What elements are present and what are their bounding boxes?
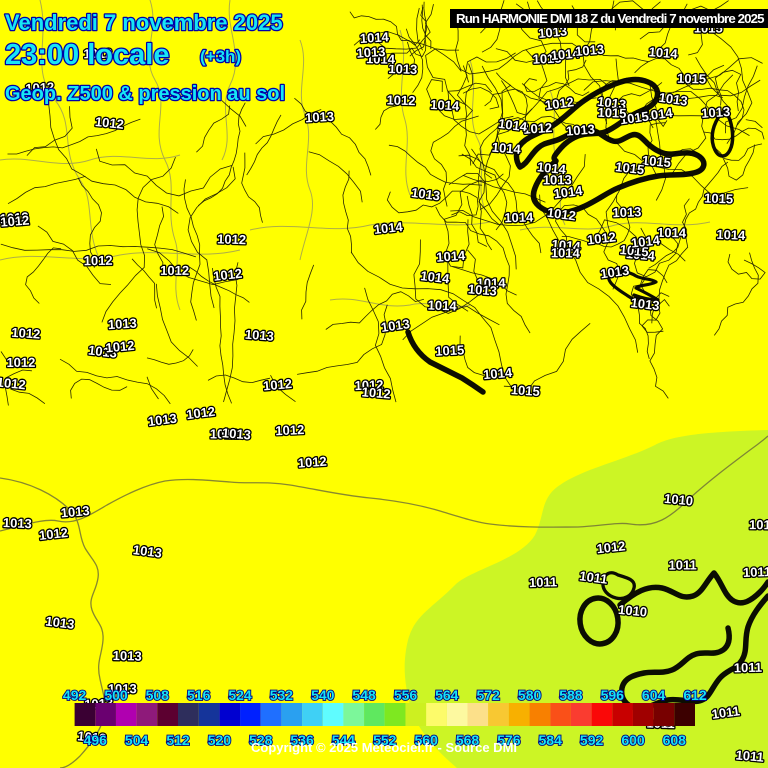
svg-text:504: 504 xyxy=(125,732,149,748)
svg-text:1013: 1013 xyxy=(565,121,595,138)
svg-text:1012: 1012 xyxy=(105,338,135,356)
svg-text:1015: 1015 xyxy=(510,382,540,399)
svg-text:592: 592 xyxy=(580,732,604,748)
svg-text:512: 512 xyxy=(166,732,190,748)
svg-text:1014: 1014 xyxy=(427,298,457,314)
svg-text:1013: 1013 xyxy=(107,315,137,332)
svg-text:608: 608 xyxy=(663,732,687,748)
svg-text:1010: 1010 xyxy=(664,491,694,509)
svg-text:23:00 locale: 23:00 locale xyxy=(5,39,169,71)
svg-text:1013: 1013 xyxy=(221,425,251,442)
svg-text:1014: 1014 xyxy=(430,97,460,114)
svg-text:1011: 1011 xyxy=(529,574,558,590)
svg-text:1011: 1011 xyxy=(743,564,768,580)
svg-text:584: 584 xyxy=(539,732,563,748)
svg-text:1011: 1011 xyxy=(749,517,768,532)
svg-text:1014: 1014 xyxy=(373,219,404,237)
svg-text:1012: 1012 xyxy=(11,325,41,342)
svg-text:1012: 1012 xyxy=(217,231,246,247)
svg-text:1012: 1012 xyxy=(6,355,35,370)
svg-text:1010: 1010 xyxy=(618,602,648,620)
svg-text:508: 508 xyxy=(146,687,170,703)
svg-text:1013: 1013 xyxy=(612,204,641,220)
svg-text:Run HARMONIE DMI 18 Z du Vendr: Run HARMONIE DMI 18 Z du Vendredi 7 nove… xyxy=(456,11,765,26)
svg-text:524: 524 xyxy=(228,687,252,703)
svg-text:588: 588 xyxy=(559,687,583,703)
svg-text:600: 600 xyxy=(621,732,645,748)
svg-text:556: 556 xyxy=(394,687,418,703)
svg-text:572: 572 xyxy=(477,687,501,703)
svg-text:Geop. Z500 & pression au sol: Geop. Z500 & pression au sol xyxy=(5,83,285,105)
svg-text:540: 540 xyxy=(311,687,335,703)
svg-text:1012: 1012 xyxy=(596,538,626,556)
svg-text:564: 564 xyxy=(435,687,459,703)
svg-text:1012: 1012 xyxy=(361,384,391,401)
svg-text:1013: 1013 xyxy=(113,648,142,664)
svg-text:580: 580 xyxy=(518,687,542,703)
svg-text:516: 516 xyxy=(187,687,211,703)
svg-text:1013: 1013 xyxy=(356,44,386,61)
svg-text:1015: 1015 xyxy=(641,153,671,171)
svg-text:1014: 1014 xyxy=(551,245,581,260)
svg-text:520: 520 xyxy=(208,732,232,748)
svg-text:1013: 1013 xyxy=(60,503,90,520)
svg-text:1013: 1013 xyxy=(305,109,335,126)
svg-text:1014: 1014 xyxy=(491,140,522,157)
svg-text:1012: 1012 xyxy=(0,212,30,229)
svg-text:1012: 1012 xyxy=(386,92,415,108)
svg-text:612: 612 xyxy=(683,687,707,703)
svg-text:500: 500 xyxy=(104,687,128,703)
svg-text:492: 492 xyxy=(63,687,87,703)
svg-text:1014: 1014 xyxy=(483,365,514,383)
svg-text:1013: 1013 xyxy=(701,104,731,121)
svg-text:(+3h): (+3h) xyxy=(200,47,241,66)
svg-text:1012: 1012 xyxy=(297,454,327,471)
svg-text:1015: 1015 xyxy=(597,105,626,121)
svg-text:1014: 1014 xyxy=(716,227,746,243)
svg-text:1011: 1011 xyxy=(735,747,764,764)
svg-text:1012: 1012 xyxy=(0,374,26,392)
svg-text:1012: 1012 xyxy=(84,253,113,268)
svg-text:548: 548 xyxy=(352,687,376,703)
svg-text:1011: 1011 xyxy=(668,557,696,572)
svg-text:Copyright © 2025 Meteociel.fr: Copyright © 2025 Meteociel.fr - Source D… xyxy=(251,740,517,755)
svg-text:532: 532 xyxy=(270,687,294,703)
svg-text:1015: 1015 xyxy=(704,190,733,206)
svg-text:Vendredi 7 novembre 2025: Vendredi 7 novembre 2025 xyxy=(5,10,283,35)
svg-text:604: 604 xyxy=(642,687,666,703)
svg-text:596: 596 xyxy=(601,687,625,703)
svg-text:1012: 1012 xyxy=(94,114,124,132)
svg-text:1014: 1014 xyxy=(657,225,687,241)
svg-text:1015: 1015 xyxy=(677,71,706,87)
svg-text:1014: 1014 xyxy=(436,248,467,265)
svg-text:1013: 1013 xyxy=(244,327,274,344)
svg-text:1013: 1013 xyxy=(3,515,32,531)
svg-text:1015: 1015 xyxy=(435,342,465,358)
svg-text:1013: 1013 xyxy=(575,42,605,59)
svg-text:1014: 1014 xyxy=(648,44,679,61)
svg-text:1012: 1012 xyxy=(275,422,305,438)
svg-text:1012: 1012 xyxy=(160,263,189,278)
svg-text:1011: 1011 xyxy=(734,660,763,676)
svg-text:1013: 1013 xyxy=(467,281,497,298)
svg-text:496: 496 xyxy=(84,732,108,748)
svg-text:1014: 1014 xyxy=(359,29,390,46)
svg-text:1014: 1014 xyxy=(504,209,534,225)
svg-text:1012: 1012 xyxy=(38,525,68,543)
svg-text:1012: 1012 xyxy=(262,376,292,393)
